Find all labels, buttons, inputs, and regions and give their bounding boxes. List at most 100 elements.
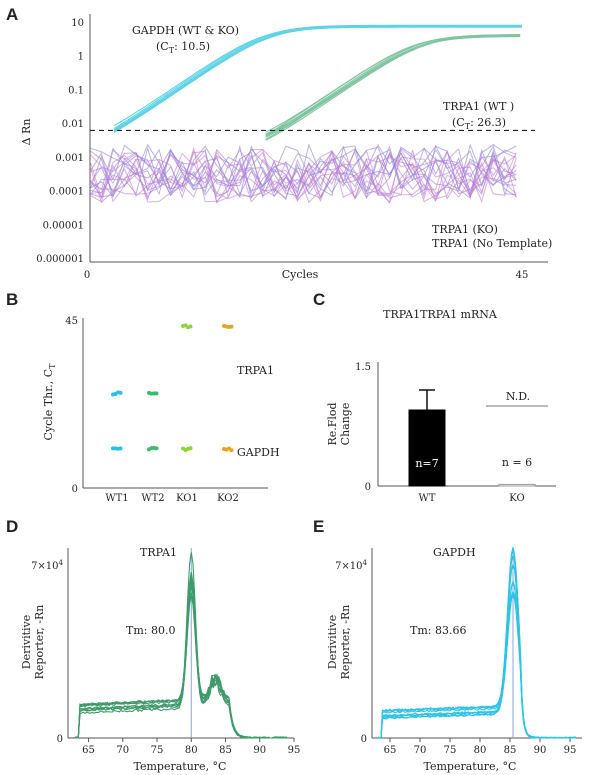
melt-x-tick: 70 bbox=[414, 745, 427, 756]
panel-c-bar-label: n=7 bbox=[415, 457, 438, 470]
melt-curve bbox=[74, 574, 288, 739]
panel-e-y-top: 7×104 bbox=[335, 559, 367, 572]
panel-a-trpa1-wt-label: TRPA1 (WT ) bbox=[443, 100, 514, 113]
panel-d-y-label: DerivitiveReporter, -Rn bbox=[20, 605, 46, 680]
panel-a-y-label: Δ Rn bbox=[20, 119, 33, 146]
panel-b-y-label: Cycle Thr., CT bbox=[42, 363, 57, 441]
panel-a-trpa1-ko-label: TRPA1 (KO) bbox=[432, 223, 498, 236]
melt-x-tick: 95 bbox=[564, 745, 577, 756]
panel-b-x-tick: KO1 bbox=[176, 493, 198, 504]
panel-b-x-tick: KO2 bbox=[217, 493, 239, 504]
panel-e-x-ticks: 65 70 75 80 85 90 95 bbox=[384, 738, 577, 756]
panel-b-point bbox=[118, 390, 123, 395]
panel-b-trpa1-label: TRPA1 bbox=[237, 364, 274, 377]
panel-a-noise-curve bbox=[89, 149, 517, 203]
melt-curve bbox=[377, 592, 577, 739]
melt-x-tick: 95 bbox=[288, 745, 301, 756]
panel-e-y-zero: 0 bbox=[361, 734, 367, 745]
panel-a-noise-curve bbox=[89, 143, 517, 200]
panel-c-y-label: Re.FlodChange bbox=[326, 402, 352, 445]
panel-a-amplification-curve bbox=[113, 24, 522, 130]
panel-b-y-tick-0: 0 bbox=[72, 484, 78, 495]
panel-c: C TRPA1TRPA1 mRNA 1.5 0 Re.FlodChange n=… bbox=[313, 290, 556, 504]
panel-a-noise-curve bbox=[89, 149, 517, 204]
melt-x-tick: 65 bbox=[82, 745, 95, 756]
panel-b-point bbox=[118, 446, 123, 451]
melt-curve bbox=[377, 590, 577, 739]
panel-label-d: D bbox=[6, 517, 18, 536]
melt-curve bbox=[74, 585, 288, 739]
panel-a-amplification-curve bbox=[265, 34, 521, 137]
panel-a-y-tick: 0.000001 bbox=[36, 254, 84, 265]
panel-a-y-tick: 0.1 bbox=[68, 85, 84, 96]
panel-a: A 10 1 0.1 0.01 0.001 0.0001 0.00001 0.000001 0… bbox=[6, 5, 552, 281]
panel-b-gapdh-label: GAPDH bbox=[237, 446, 280, 459]
melt-x-tick: 80 bbox=[185, 745, 198, 756]
panel-c-bars: n=7 WT n = 6 KO bbox=[408, 389, 536, 504]
panel-d-x-ticks: 65 70 75 80 85 90 95 bbox=[82, 738, 300, 756]
panel-b-points bbox=[111, 323, 234, 453]
melt-curve bbox=[74, 595, 288, 739]
panel-b-point bbox=[188, 324, 193, 329]
panel-e-curves bbox=[377, 547, 577, 739]
panel-b-x-tick: WT2 bbox=[141, 493, 164, 504]
panel-b: B 45 0 Cycle Thr., CT WT1 WT2 KO1 KO2 TRPA1… bbox=[6, 290, 280, 504]
melt-x-tick: 80 bbox=[474, 745, 487, 756]
panel-b-point bbox=[154, 446, 159, 451]
panel-a-trpa1-nt-label: TRPA1 (No Template) bbox=[432, 237, 552, 250]
melt-x-tick: 85 bbox=[504, 745, 517, 756]
panel-a-y-tick: 0.0001 bbox=[49, 187, 84, 198]
panel-a-y-tick: 1 bbox=[78, 52, 84, 63]
panel-e: E GAPDH 7×104 0 DerivitiveReporter, -Rn … bbox=[313, 517, 582, 773]
panel-e-title: GAPDH bbox=[433, 546, 476, 559]
melt-x-tick: 75 bbox=[444, 745, 457, 756]
panel-c-y-tick-0: 0 bbox=[365, 482, 371, 493]
panel-d-title: TRPA1 bbox=[140, 546, 177, 559]
panel-a-y-tick: 10 bbox=[71, 18, 84, 29]
panel-c-y-tick-1-5: 1.5 bbox=[355, 362, 371, 373]
melt-curve bbox=[74, 592, 288, 739]
panel-d-y-top: 7×104 bbox=[31, 559, 63, 572]
melt-curve bbox=[74, 581, 288, 739]
panel-a-noise-curve bbox=[89, 148, 517, 203]
panel-a-trpa1-ct: (CT: 26.3) bbox=[452, 116, 506, 131]
panel-d-tm-label: Tm: 80.0 bbox=[126, 624, 175, 637]
melt-x-tick: 70 bbox=[116, 745, 129, 756]
melt-curve bbox=[74, 578, 288, 739]
panel-d-curves bbox=[74, 552, 288, 739]
panel-a-x-tick-45: 45 bbox=[516, 270, 529, 281]
panel-c-bar bbox=[498, 483, 536, 487]
panel-b-point bbox=[154, 391, 159, 396]
panel-c-bar-label: n = 6 bbox=[502, 456, 532, 469]
panel-a-gapdh-ct: (CT: 10.5) bbox=[156, 40, 210, 55]
melt-x-tick: 90 bbox=[253, 745, 266, 756]
panel-a-y-tick: 0.001 bbox=[55, 153, 84, 164]
panel-label-a: A bbox=[6, 5, 18, 24]
panel-d-y-zero: 0 bbox=[57, 734, 63, 745]
panel-a-y-ticks: 10 1 0.1 0.01 0.001 0.0001 0.00001 0.000001 bbox=[36, 18, 84, 265]
panel-d: D TRPA1 7×104 0 DerivitiveReporter, -Rn … bbox=[6, 517, 300, 773]
panel-e-y-label: DerivitiveReporter, -Rn bbox=[326, 605, 352, 680]
panel-e-x-label: Temperature, °C bbox=[424, 760, 517, 773]
panel-c-nd-label: N.D. bbox=[506, 390, 530, 403]
melt-x-tick: 85 bbox=[219, 745, 232, 756]
panel-b-point bbox=[229, 448, 234, 453]
panel-b-point bbox=[229, 324, 234, 329]
panel-b-point bbox=[188, 446, 193, 451]
panel-label-e: E bbox=[313, 517, 324, 536]
panel-a-noise-curve bbox=[89, 154, 517, 204]
panel-a-y-tick: 0.01 bbox=[62, 119, 84, 130]
panel-b-y-tick-45: 45 bbox=[65, 316, 78, 327]
panel-a-amplification-curve bbox=[265, 34, 521, 141]
panel-a-y-tick: 0.00001 bbox=[43, 220, 84, 231]
panel-a-curves bbox=[89, 24, 522, 204]
panel-a-noise-curve bbox=[89, 145, 517, 195]
panel-label-b: B bbox=[6, 290, 18, 309]
melt-x-tick: 65 bbox=[384, 745, 397, 756]
panel-a-x-tick-0: 0 bbox=[84, 270, 90, 281]
panel-b-x-tick: WT1 bbox=[105, 493, 128, 504]
panel-a-x-label: Cycles bbox=[282, 268, 319, 281]
melt-curve bbox=[74, 576, 288, 739]
melt-x-tick: 75 bbox=[151, 745, 164, 756]
